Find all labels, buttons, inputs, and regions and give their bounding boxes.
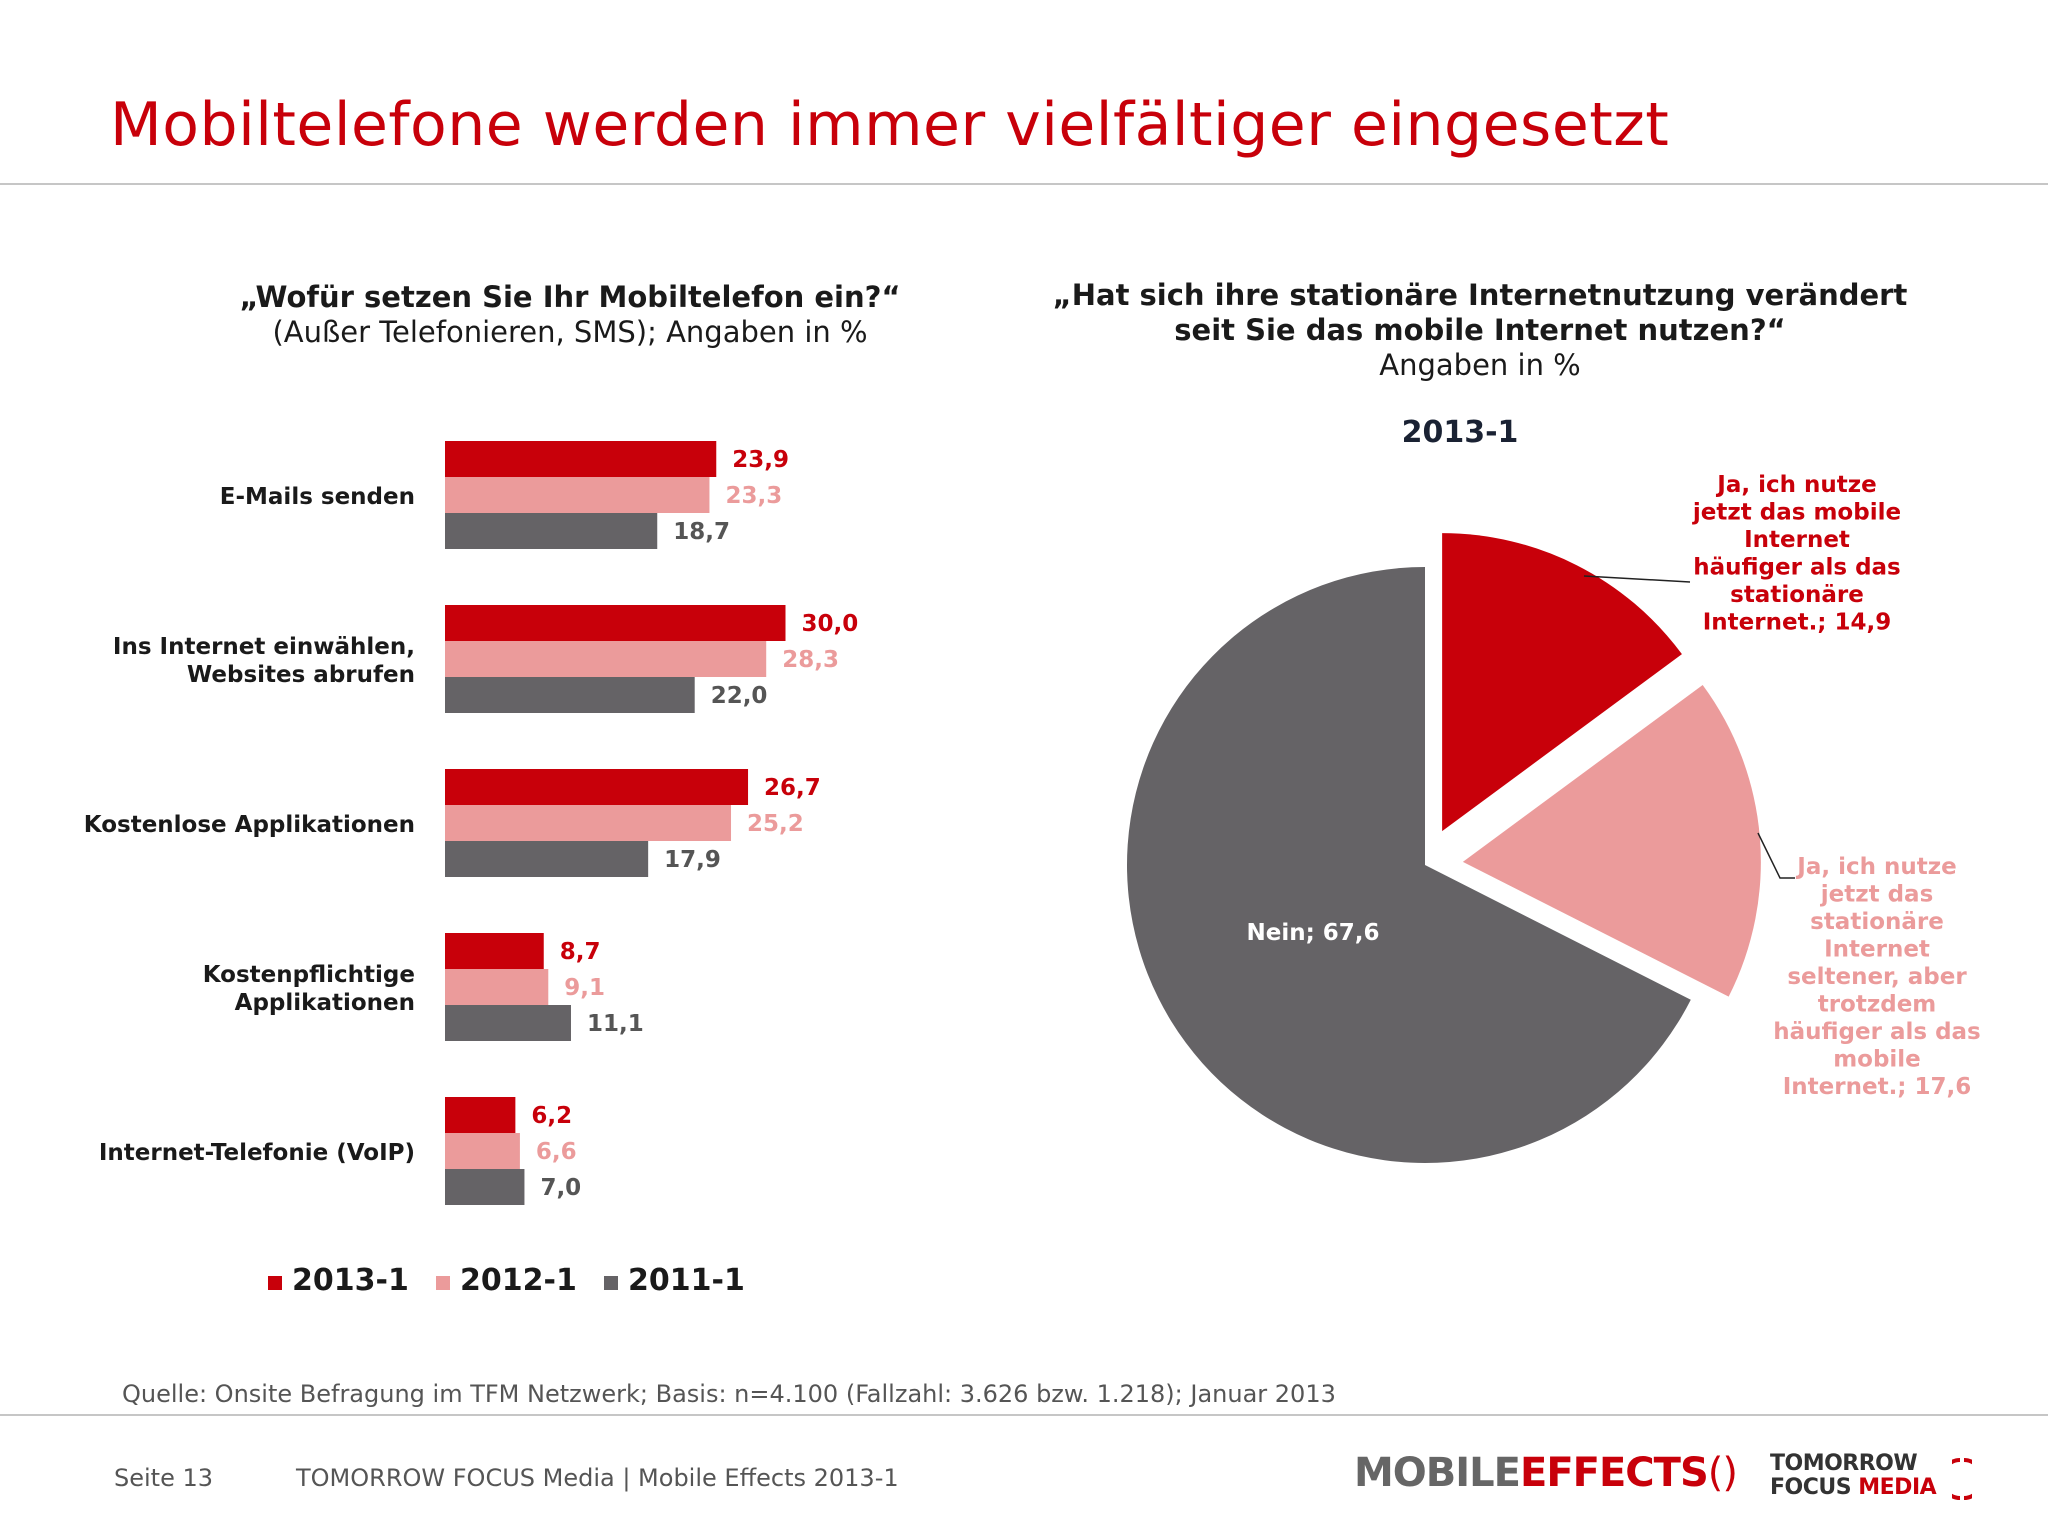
category-label: Internet-Telefonie (VoIP) xyxy=(99,1140,415,1166)
bar xyxy=(445,605,786,641)
mobile-effects-logo: MOBILEEFFECTS() xyxy=(1354,1450,1738,1496)
pie-chart-question-line1: „Hat sich ihre stationäre Internetnutzun… xyxy=(1052,278,1908,312)
pie-slice-label: Internet.; 17,6 xyxy=(1783,1074,1972,1100)
pie-chart-title: „Hat sich ihre stationäre Internetnutzun… xyxy=(1020,278,1940,383)
footer-company: TOMORROW FOCUS Media | Mobile Effects 20… xyxy=(296,1464,899,1492)
pie-slice-label: stationäre xyxy=(1810,909,1944,935)
pie-slice-label: Ja, ich nutze xyxy=(1795,854,1956,880)
bar-chart-note: (Außer Telefonieren, SMS); Angaben in % xyxy=(272,315,868,349)
slide-title: Mobiltelefone werden immer vielfältiger … xyxy=(110,90,1670,160)
legend-swatch xyxy=(604,1276,618,1290)
pie-slice-label: Ja, ich nutze xyxy=(1715,472,1876,498)
pie-slice-label: mobile xyxy=(1833,1047,1921,1073)
legend-swatch xyxy=(268,1276,282,1290)
data-label: 7,0 xyxy=(540,1175,581,1201)
bar xyxy=(445,769,749,805)
bar xyxy=(445,1133,520,1169)
data-label: 11,1 xyxy=(587,1011,644,1037)
tfm-logo-mark-icon xyxy=(1952,1458,1972,1500)
pie-slice-label: trotzdem xyxy=(1818,992,1937,1018)
pie-slice-label: häufiger als das xyxy=(1693,555,1901,581)
pie-slice-label: jetzt das mobile xyxy=(1692,500,1901,526)
tomorrow-focus-media-logo: TOMORROW FOCUS MEDIA xyxy=(1770,1452,1972,1500)
category-label: Ins Internet einwählen, xyxy=(113,634,415,660)
bar xyxy=(445,1097,516,1133)
leader-line xyxy=(1757,832,1795,879)
pie-slice-label: häufiger als das xyxy=(1773,1019,1981,1045)
data-label: 8,7 xyxy=(560,939,601,965)
data-label: 6,6 xyxy=(536,1139,577,1165)
source-note: Quelle: Onsite Befragung im TFM Netzwerk… xyxy=(122,1380,1336,1408)
bar xyxy=(445,969,549,1005)
pie-slice xyxy=(1462,684,1761,997)
pie-slice xyxy=(1127,567,1691,1163)
bar xyxy=(445,1005,571,1041)
pie-slice-label: Internet.; 14,9 xyxy=(1703,610,1892,636)
bar xyxy=(445,641,767,677)
data-label: 23,3 xyxy=(725,483,782,509)
data-label: 9,1 xyxy=(564,975,605,1001)
pie-slice-label: Internet xyxy=(1824,937,1930,963)
legend-label: 2012-1 xyxy=(460,1263,577,1298)
bar xyxy=(445,933,544,969)
legend-label: 2011-1 xyxy=(628,1263,745,1298)
data-label: 26,7 xyxy=(764,775,821,801)
pie-slice-label: Nein; 67,6 xyxy=(1246,920,1379,946)
bar-chart: E-Mails senden 23,9 23,3 18,7 Ins Internet e… xyxy=(84,441,859,1298)
data-label: 22,0 xyxy=(711,683,768,709)
bar xyxy=(445,477,710,513)
pie-slice-label: seltener, aber xyxy=(1787,964,1967,990)
pie-slice xyxy=(1442,533,1682,832)
legend-swatch xyxy=(436,1276,450,1290)
data-label: 25,2 xyxy=(747,811,804,837)
data-label: 28,3 xyxy=(782,647,839,673)
pie-chart-question-line2: seit Sie das mobile Internet nutzen?“ xyxy=(1174,313,1786,347)
pie-slice-label: jetzt das xyxy=(1820,882,1934,908)
data-label: 18,7 xyxy=(673,519,730,545)
pie-chart-note: Angaben in % xyxy=(1379,348,1581,382)
data-label: 30,0 xyxy=(802,611,859,637)
data-label: 17,9 xyxy=(664,847,721,873)
category-label: Kostenpflichtige xyxy=(203,962,415,988)
legend-label: 2013-1 xyxy=(292,1263,409,1298)
top-divider xyxy=(0,183,2048,185)
bar xyxy=(445,677,695,713)
pie-slice-label: Internet xyxy=(1744,527,1850,553)
leader-line xyxy=(1583,575,1691,583)
data-label: 23,9 xyxy=(732,447,789,473)
pie-slice-label: stationäre xyxy=(1730,582,1864,608)
bar xyxy=(445,841,649,877)
category-label: Applikationen xyxy=(235,990,415,1016)
category-label: Kostenlose Applikationen xyxy=(84,812,415,838)
bar xyxy=(445,1169,525,1205)
pie-chart-period: 2013-1 xyxy=(1401,415,1519,450)
category-label: E-Mails senden xyxy=(220,484,415,510)
bar xyxy=(445,805,732,841)
bar xyxy=(445,513,658,549)
category-label: Websites abrufen xyxy=(187,662,415,688)
bar xyxy=(445,441,717,477)
data-label: 6,2 xyxy=(531,1103,572,1129)
page-number: Seite 13 xyxy=(114,1464,214,1492)
bar-chart-title: „Wofür setzen Sie Ihr Mobiltelefon ein?“… xyxy=(200,280,940,350)
bar-chart-question: „Wofür setzen Sie Ihr Mobiltelefon ein?“ xyxy=(239,280,901,314)
bottom-divider xyxy=(0,1414,2048,1416)
